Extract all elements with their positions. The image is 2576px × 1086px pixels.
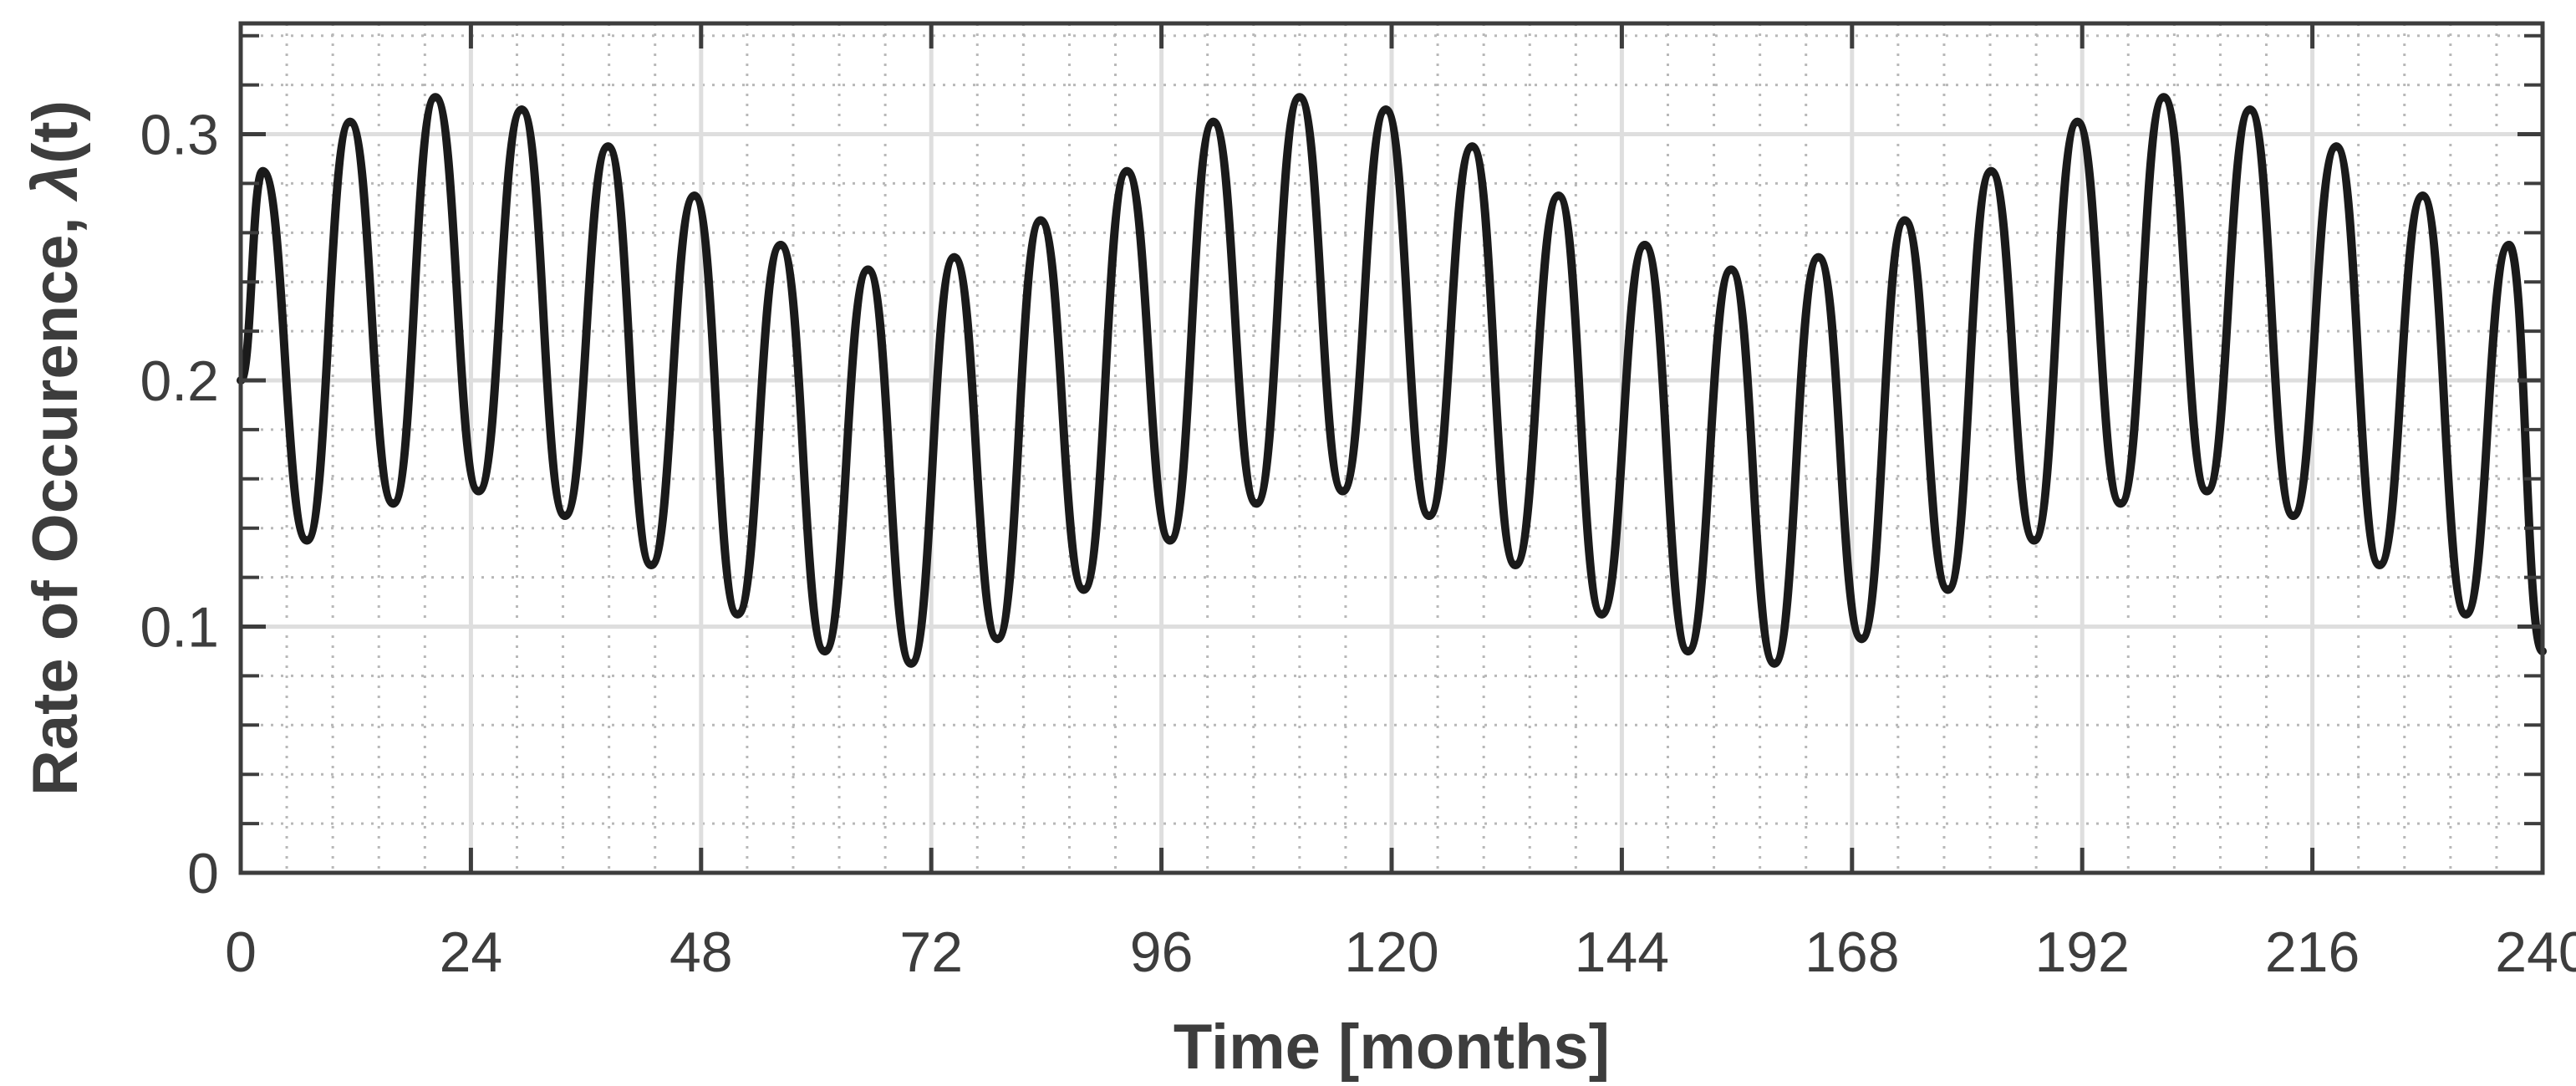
data-point	[474, 487, 483, 496]
data-point	[949, 252, 959, 262]
data-point	[2159, 93, 2168, 102]
y-axis-label-text: Rate of Occurence,	[20, 199, 91, 796]
data-point	[1382, 105, 1391, 115]
x-tick-label: 192	[2034, 920, 2129, 984]
y-axis-label-symbol: λ	[20, 164, 91, 202]
y-tick-label: 0.1	[140, 596, 219, 660]
data-point	[1814, 252, 1823, 262]
data-point	[907, 659, 916, 668]
x-tick-label: 144	[1575, 920, 1669, 984]
axis-ticks	[241, 23, 2543, 873]
y-tick-label: 0	[187, 842, 219, 905]
data-point	[1987, 166, 1996, 176]
data-point	[1511, 560, 1520, 569]
data-point	[2073, 117, 2082, 126]
data-point	[1338, 487, 1347, 496]
data-point	[2288, 511, 2298, 520]
x-tick-label: 120	[1344, 920, 1438, 984]
data-point	[2332, 142, 2341, 151]
x-tick-label: 96	[1130, 920, 1194, 984]
data-point	[863, 265, 873, 274]
x-tick-labels: 0 24 48 72 96 120 144 168 192 216 240	[225, 920, 2576, 984]
data-point	[647, 560, 656, 569]
y-tick-labels: 0 0.1 0.2 0.3	[140, 104, 219, 905]
data-point	[1857, 635, 1866, 644]
x-tick-label: 72	[899, 920, 963, 984]
data-point	[993, 635, 1002, 644]
data-point	[2418, 191, 2427, 201]
x-tick-label: 240	[2495, 920, 2576, 984]
data-point	[1640, 241, 1649, 250]
data-point	[733, 609, 742, 619]
data-point	[345, 117, 354, 126]
data-point	[776, 241, 786, 250]
data-point	[430, 93, 440, 102]
y-tick-label: 0.3	[140, 104, 219, 167]
data-point	[1943, 585, 1952, 594]
data-point	[2202, 487, 2212, 496]
data-point	[690, 191, 699, 201]
data-point	[1683, 646, 1693, 655]
data-point	[258, 166, 267, 176]
y-tick-label: 0.2	[140, 349, 219, 413]
data-point	[2116, 499, 2125, 508]
data-point	[560, 511, 569, 520]
data-point	[2504, 241, 2513, 250]
x-tick-label: 24	[440, 920, 503, 984]
data-point	[2246, 105, 2255, 115]
data-point	[1209, 117, 1218, 126]
data-point	[1079, 585, 1088, 594]
data-point	[820, 646, 829, 655]
data-point	[603, 142, 613, 151]
data-point	[1900, 216, 1909, 225]
data-point	[1769, 659, 1779, 668]
data-point	[1554, 191, 1563, 201]
data-point	[1252, 499, 1261, 508]
data-point	[1295, 93, 1304, 102]
x-tick-label: 168	[1805, 920, 1899, 984]
x-tick-label: 216	[2265, 920, 2360, 984]
x-tick-label: 48	[669, 920, 733, 984]
x-tick-label: 0	[225, 920, 257, 984]
x-axis-label: Time [months]	[1173, 1012, 1610, 1083]
y-axis-label-suffix: (t)	[20, 100, 91, 164]
data-point	[1165, 536, 1174, 545]
data-point	[303, 536, 312, 545]
series-layer	[237, 93, 2547, 668]
data-point	[1597, 609, 1606, 619]
data-point	[2461, 609, 2471, 619]
data-point	[389, 499, 398, 508]
data-point	[2029, 536, 2039, 545]
y-axis-label: Rate of Occurence, λ(t)	[20, 100, 91, 796]
data-point	[1468, 142, 1477, 151]
data-point	[517, 105, 527, 115]
data-point	[2375, 560, 2384, 569]
data-point	[1424, 511, 1433, 520]
data-point	[1036, 216, 1046, 225]
major-grid	[241, 23, 2543, 873]
data-point	[1123, 166, 1132, 176]
data-point	[1727, 265, 1736, 274]
